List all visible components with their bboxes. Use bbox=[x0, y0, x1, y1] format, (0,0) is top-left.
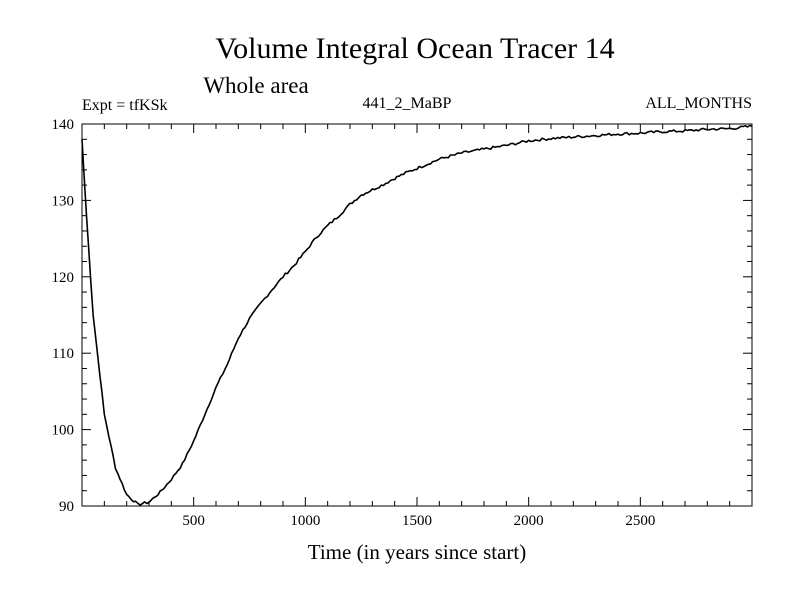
y-tick-label: 90 bbox=[59, 499, 74, 515]
run-label: 441_2_MaBP bbox=[363, 95, 452, 112]
expt-label: Expt = tfKSk bbox=[82, 97, 167, 114]
plot-frame bbox=[81, 123, 753, 507]
chart-title: Volume Integral Ocean Tracer 14 bbox=[215, 32, 614, 65]
months-label: ALL_MONTHS bbox=[645, 95, 752, 112]
y-tick-label: 100 bbox=[52, 423, 75, 439]
x-axis-label: Time (in years since start) bbox=[308, 540, 527, 564]
y-tick-label: 120 bbox=[52, 270, 75, 286]
x-tick-labels: 500 1000 1500 2000 2500 bbox=[182, 513, 655, 529]
y-tick-label: 110 bbox=[52, 346, 74, 362]
y-tick-labels: 90 100 110 120 130 140 bbox=[52, 117, 75, 515]
axis-ticks bbox=[82, 124, 752, 506]
series-line bbox=[81, 124, 753, 506]
x-tick-label: 2500 bbox=[625, 513, 655, 529]
chart-subtitle: Whole area bbox=[203, 73, 308, 98]
x-tick-label: 1000 bbox=[290, 513, 320, 529]
x-tick-label: 1500 bbox=[402, 513, 432, 529]
x-tick-label: 2000 bbox=[514, 513, 544, 529]
x-tick-label: 500 bbox=[182, 513, 205, 529]
y-tick-label: 140 bbox=[52, 117, 75, 133]
y-tick-label: 130 bbox=[52, 193, 75, 209]
